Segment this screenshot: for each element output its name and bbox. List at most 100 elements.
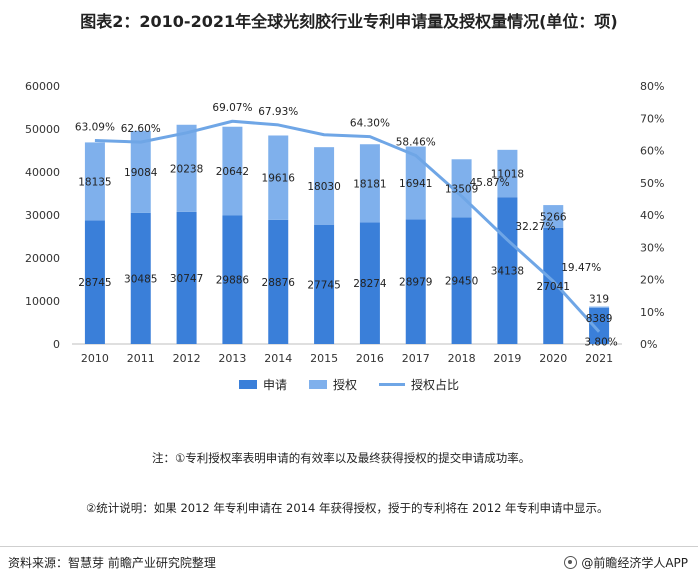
bar-grant [268,135,289,220]
chart-legend: 申请 授权 授权占比 [0,376,698,393]
data-label-ratio: 19.47% [561,262,601,274]
x-tick-label: 2017 [402,352,430,365]
data-label-ratio: 64.30% [350,118,390,130]
data-label-grant: 13509 [445,183,478,195]
data-label-ratio: 3.80% [584,337,617,349]
bar-grant [130,130,151,213]
data-label-grant: 18181 [353,178,386,190]
bar-apply [130,212,151,344]
x-tick-label: 2010 [81,352,109,365]
bar-apply [451,217,472,344]
chart-canvas: 0 10000 20000 30000 40000 50000 60000 0% 10% 20% 3… [25,80,664,365]
note-statistics: ②统计说明：如果 2012 年专利申请在 2014 年获得授权，授于的专利将在 … [86,501,609,515]
x-tick-label: 2020 [539,352,567,365]
data-label-ratio: 45.87% [470,177,510,189]
data-label-apply: 28745 [78,277,111,289]
bar-grant [589,306,610,308]
data-label-apply: 27041 [537,281,570,293]
legend-item-ratio: 授权占比 [379,376,459,393]
data-label-apply: 28274 [353,278,387,290]
data-label-ratio: 67.93% [258,106,298,118]
data-label-apply: 8389 [586,313,613,325]
brand-logo-icon [564,556,578,569]
data-label-grant: 319 [589,294,609,306]
data-label-ratio: 62.60% [121,123,161,135]
data-label-grant: 11018 [491,169,524,181]
brand-credit: @前瞻经济学人APP [564,554,688,571]
bar-apply [314,224,335,344]
data-label-grant: 19616 [262,173,296,185]
y-left-tick-label: 0 [53,338,60,351]
x-tick-label: 2016 [356,352,384,365]
y-right-tick-label: 30% [640,241,664,254]
data-label-ratio: 58.46% [396,136,436,148]
y-left-tick-label: 30000 [25,209,60,222]
data-label-apply: 29450 [445,276,478,288]
bar-apply [543,227,564,344]
data-label-grant: 19084 [124,167,158,179]
legend-swatch-grant [308,380,327,389]
bar-apply [359,222,380,344]
y-right-tick-label: 70% [640,112,664,125]
data-label-ratio: 32.27% [515,221,555,233]
y-right-tick-label: 50% [640,177,664,190]
ratio-line-layer [94,119,601,333]
y-right-tick-label: 60% [640,145,664,158]
footer-divider [0,546,698,547]
y-left-tick-label: 50000 [25,123,60,136]
y-left-tick-label: 40000 [25,166,60,179]
data-label-apply: 30485 [124,273,157,285]
y-right-tick-label: 10% [640,306,664,319]
data-label-apply: 30747 [170,273,203,285]
bar-grant [222,126,243,216]
y-right-tick-label: 0% [640,338,657,351]
note-authorization-rate: 注：①专利授权率表明申请的有效率以及最终获得授权的提交申请成功率。 [152,451,531,465]
data-label-apply: 34138 [491,266,524,278]
bar-apply [268,219,289,344]
y-right-tick-label: 40% [640,209,664,222]
data-label-grant: 18135 [78,176,111,188]
data-label-grant: 18030 [307,181,340,193]
data-label-grant: 16941 [399,178,432,190]
x-tick-label: 2014 [264,352,292,365]
legend-label-ratio: 授权占比 [411,378,460,392]
y-left-tick-label: 60000 [25,80,60,93]
y-right-tick-label: 80% [640,80,664,93]
brand-text: @前瞻经济学人APP [581,556,688,570]
legend-swatch-apply [238,380,257,389]
y-right-tick-label: 20% [640,274,664,287]
data-label-apply: 28979 [399,277,432,289]
data-label-grant: 20642 [216,166,249,178]
bar-apply [84,220,105,344]
legend-swatch-ratio [379,383,405,386]
chart-axes: 0 10000 20000 30000 40000 50000 60000 0% 10% 20% 3… [25,80,664,365]
bar-grant [497,149,518,198]
x-tick-label: 2013 [218,352,246,365]
data-label-ratio: 69.07% [212,102,252,114]
bar-grant [84,142,105,221]
legend-item-apply: 申请 [238,376,287,393]
x-tick-label: 2011 [127,352,155,365]
bar-grant [405,146,426,220]
data-label-grant: 20238 [170,163,203,175]
bar-grant [359,144,380,223]
legend-item-grant: 授权 [308,376,357,393]
x-tick-label: 2015 [310,352,338,365]
data-label-grant: 5266 [540,211,567,223]
x-tick-label: 2012 [173,352,201,365]
data-label-apply: 28876 [262,277,296,289]
data-label-ratio: 63.09% [75,122,115,134]
bar-grant [314,147,335,225]
chart-bars [84,124,610,344]
legend-label-apply: 申请 [262,378,287,392]
bar-apply [222,215,243,344]
data-label-apply: 29886 [216,275,250,287]
legend-label-grant: 授权 [332,378,357,392]
y-left-tick-label: 10000 [25,295,60,308]
ratio-line [94,119,601,333]
bar-apply [589,307,610,344]
bar-grant [176,124,197,212]
bar-apply [405,219,426,344]
x-tick-label: 2018 [448,352,476,365]
x-tick-label: 2021 [585,352,613,365]
